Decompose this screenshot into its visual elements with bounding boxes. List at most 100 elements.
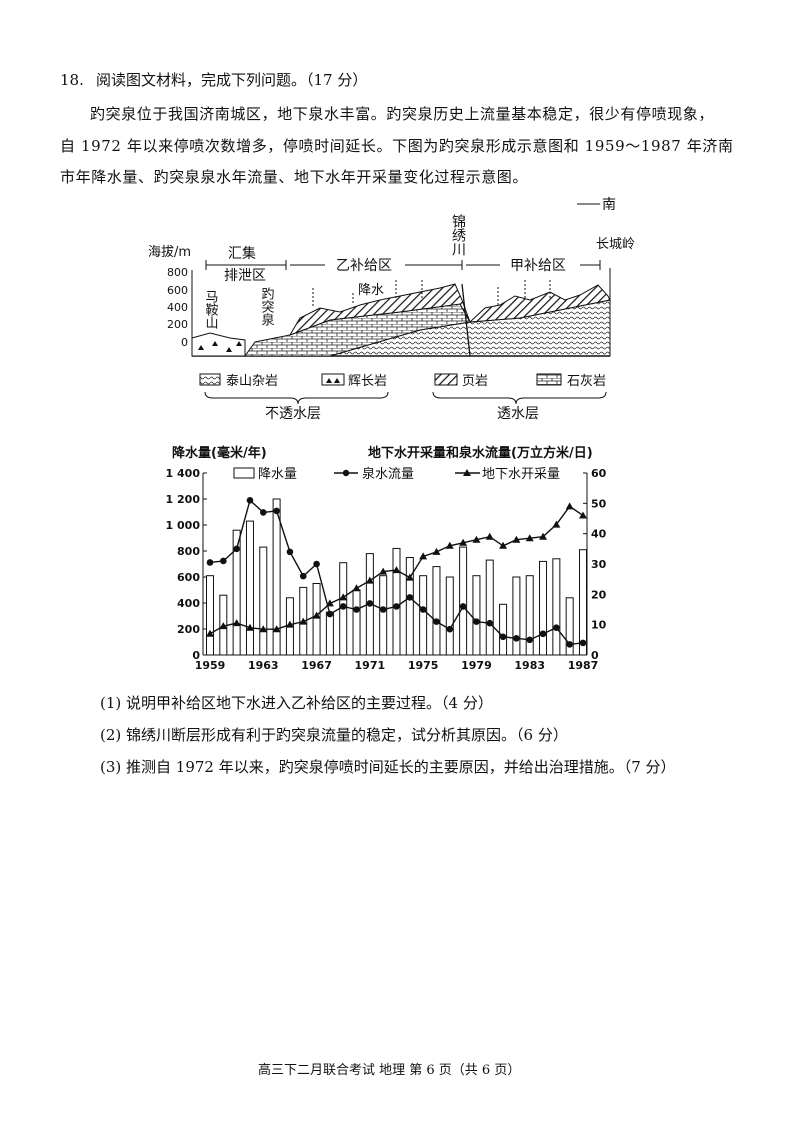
spring-flow-point [513, 635, 520, 642]
precip-bar [472, 575, 481, 656]
groundwater-point [339, 593, 348, 601]
precip-bar [379, 575, 388, 656]
right-tick-label: 50 [591, 497, 607, 510]
legend-limestone: 石灰岩 [567, 374, 606, 389]
groundwater-point [539, 532, 548, 540]
legend-swatch-taishan [199, 373, 221, 386]
precip-spring-groundwater-chart: 降水量(毫米/年) 地下水开采量和泉水流量(万立方米/日) 降水量 泉水流量 地… [166, 445, 607, 672]
spring-flow-point [499, 633, 507, 641]
label-maanshan: 马鞍山 [203, 290, 219, 329]
precip-bar [259, 546, 268, 656]
spring-flow-point [299, 572, 307, 580]
groundwater-point [219, 622, 228, 630]
groundwater-point [392, 566, 401, 574]
precip-bar [405, 557, 414, 656]
precip-bar [312, 583, 321, 656]
spring-flow-point [326, 610, 334, 618]
spring-flow-point [353, 606, 360, 613]
precip-bar [539, 560, 548, 656]
left-tick-label: 200 [177, 623, 200, 636]
precip-bar [352, 589, 361, 656]
sub-question-3: (3) 推测自 1972 年以来，趵突泉停喷时间延长的主要原因，并给出治理措施。… [100, 758, 676, 776]
sub-question-1: (1) 说明甲补给区地下水进入乙补给区的主要过程。（4 分） [100, 694, 493, 712]
legend-gabbro: 辉长岩 [348, 374, 387, 389]
tick-400: 400 [167, 301, 188, 314]
rain-arrows [312, 280, 551, 306]
groundwater-point [352, 584, 361, 592]
precip-bar [552, 558, 561, 656]
precip-bar [392, 547, 401, 656]
precip-bar [272, 498, 281, 656]
sub-question-2: (2) 锦绣川断层形成有利于趵突泉流量的稳定，试分析其原因。（6 分） [100, 726, 568, 744]
left-tick-label: 400 [177, 597, 200, 610]
groundwater-point [499, 541, 508, 549]
fault-line [461, 283, 471, 357]
paragraph-line-2: 自 1972 年以来停喷次数增多，停喷时间延长。下图为趵突泉形成示意图和 195… [60, 137, 734, 155]
groundwater-point [379, 567, 388, 575]
legend-shale: 页岩 [462, 374, 488, 389]
paragraph-line-3: 市年降水量、趵突泉泉水年流量、地下水年开采量变化过程示意图。 [60, 168, 529, 186]
spring-flow-point [220, 557, 227, 565]
precip-bar [499, 603, 508, 656]
question-number: 18. [60, 71, 84, 89]
groundwater-point [232, 619, 241, 627]
chart-legend: 降水量 泉水流量 地下水开采量 [233, 466, 560, 482]
legend-taishan: 泰山杂岩 [226, 374, 278, 389]
spring-flow-point [526, 636, 534, 644]
page-footer: 高三下二月联合考试 地理 第 6 页（共 6 页） [258, 1063, 521, 1078]
precip-bar [325, 611, 334, 656]
tick-200: 200 [167, 318, 188, 331]
groundwater-point [512, 535, 521, 543]
tick-600: 600 [167, 284, 188, 297]
x-tick-label: 1979 [461, 659, 492, 672]
legend-swatch-limestone [536, 373, 562, 386]
shale-body-south [468, 284, 611, 323]
left-tick-label: 1 400 [166, 467, 201, 480]
legend-groundwater: 地下水开采量 [482, 467, 560, 482]
gabbro-body [191, 332, 246, 357]
groundwater-point [272, 625, 281, 633]
groundwater-point [312, 611, 321, 619]
spring-flow-point [206, 559, 214, 566]
precip-bar [579, 549, 587, 656]
precip-bar [512, 576, 521, 656]
tick-0: 0 [181, 336, 188, 349]
right-tick-label: 30 [591, 558, 607, 571]
groundwater-point [285, 620, 294, 628]
zone-yi: 乙补给区 [336, 258, 392, 274]
spring-flow-point [459, 603, 467, 610]
right-tick-label: 0 [591, 649, 599, 662]
x-tick-label: 1983 [514, 659, 545, 672]
precip-bar [232, 529, 241, 656]
right-axis-title: 地下水开采量和泉水流量(万立方米/日) [368, 445, 593, 461]
precip-bar [459, 546, 468, 656]
spring-flow-point [246, 497, 254, 504]
spring-flow-point [339, 603, 347, 610]
spring-flow-point [539, 630, 547, 638]
x-tick-label: 1967 [301, 659, 332, 672]
groundwater-point [565, 502, 574, 510]
left-tick-label: 600 [177, 571, 200, 584]
spring-flow-point [446, 625, 454, 633]
legend-spring: 泉水流量 [362, 466, 414, 482]
spring-flow-point [486, 619, 494, 627]
legend-bar-swatch [233, 467, 255, 479]
spring-flow-point [406, 594, 414, 601]
spring-flow-point [433, 618, 440, 625]
x-tick-label: 1963 [248, 659, 279, 672]
groundwater-point [325, 599, 334, 607]
spring-flow-point [393, 603, 400, 610]
groundwater-point [299, 617, 308, 625]
paragraph-line-1: 趵突泉位于我国济南城区，地下泉水丰富。趵突泉历史上流量基本稳定，很少有停喷现象， [90, 105, 715, 123]
left-axis-title: 降水量(毫米/年) [172, 445, 267, 461]
x-tick-label: 1987 [568, 659, 599, 672]
left-tick-label: 1 200 [166, 493, 201, 506]
x-tick-label: 1959 [195, 659, 226, 672]
groundwater-point [525, 534, 534, 542]
precip-bar [245, 520, 254, 656]
zone-huiji: 汇集 [228, 245, 256, 262]
direction-south: 南 [602, 197, 616, 213]
x-tick-label: 1975 [408, 659, 439, 672]
groundwater-point [432, 547, 441, 555]
right-tick-label: 40 [591, 528, 607, 541]
